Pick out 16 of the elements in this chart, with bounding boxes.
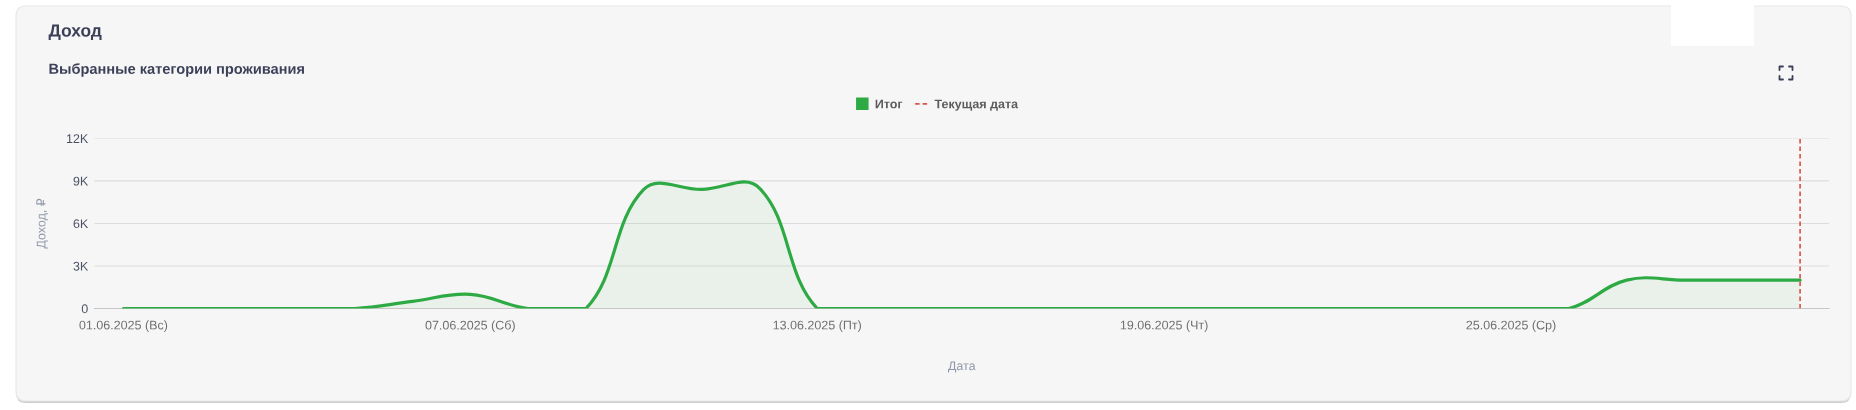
y-tick-label: 6K [73, 219, 89, 229]
y-tick-label: 0 [81, 304, 88, 314]
x-tick-label: 07.06.2025 (Сб) [425, 320, 515, 333]
legend-label: Итог [875, 99, 903, 109]
x-tick-label: 19.06.2025 (Чт) [1120, 320, 1208, 332]
x-tick-label: 25.06.2025 (Ср) [1466, 320, 1556, 332]
x-tick-label: 13.06.2025 (Пт) [773, 320, 861, 332]
x-tick-label: 01.06.2025 (Вс) [79, 320, 168, 332]
legend-label: Текущая дата [934, 99, 1019, 111]
y-axis-title: Доход, ₽ [36, 198, 48, 249]
y-tick-label: 9K [73, 176, 89, 186]
x-axis-title: Дата [948, 361, 976, 373]
chart-title: Доход [48, 24, 102, 40]
y-tick-label: 3K [73, 261, 89, 271]
y-tick-label: 12K [66, 134, 89, 143]
chart-subtitle: Выбранные категории проживания [49, 63, 304, 77]
